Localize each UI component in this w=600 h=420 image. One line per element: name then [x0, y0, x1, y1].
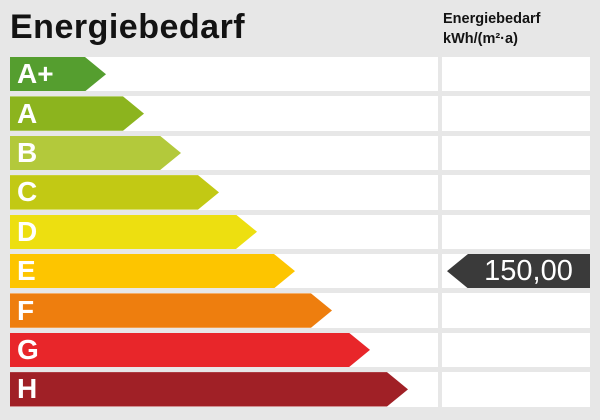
class-letter: A [17, 97, 38, 129]
class-letter: C [17, 176, 38, 208]
row-track-right [442, 175, 590, 210]
class-letter: E [17, 255, 36, 287]
unit-header: Energiebedarf kWh/(m²·a) [443, 9, 541, 49]
class-bar-arrow: A [10, 96, 144, 130]
scale-row: F [0, 293, 600, 328]
unit-header-line2: kWh/(m²·a) [443, 31, 518, 47]
scale-row: D [0, 214, 600, 249]
row-track-right [442, 135, 590, 171]
class-letter: B [17, 136, 38, 168]
value-badge-arrow: 150,00 [447, 253, 590, 289]
row-track-right [442, 96, 590, 131]
class-letter: H [17, 373, 38, 405]
row-track-right [442, 332, 590, 368]
row-track-right [442, 372, 590, 407]
class-letter: F [17, 294, 35, 326]
class-letter: A+ [17, 58, 54, 90]
class-bar-arrow: D [10, 215, 257, 249]
scale-rows: A+ A B C D [0, 57, 600, 407]
row-track-right [442, 293, 590, 328]
scale-row: C [0, 175, 600, 210]
scale-row: G [0, 332, 600, 368]
class-letter: G [17, 333, 39, 365]
class-bar-arrow: H [10, 372, 408, 406]
row-track-right [442, 57, 590, 92]
scale-row: B [0, 135, 600, 171]
scale-row: A [0, 96, 600, 131]
class-bar-arrow: A+ [10, 57, 106, 91]
value-text: 150,00 [484, 254, 573, 287]
class-bar-arrow: E [10, 254, 295, 288]
class-bar-arrow: C [10, 175, 219, 209]
scale-row: A+ [0, 57, 600, 92]
class-bar-arrow: B [10, 136, 181, 170]
row-track-right [442, 214, 590, 249]
page-title: Energiebedarf [10, 8, 246, 46]
scale-row: H [0, 372, 600, 407]
unit-header-line1: Energiebedarf [443, 11, 541, 27]
class-bar-arrow: F [10, 293, 332, 327]
scale-row: E 150,00 [0, 253, 600, 289]
class-bar-arrow: G [10, 333, 370, 367]
class-letter: D [17, 215, 38, 247]
